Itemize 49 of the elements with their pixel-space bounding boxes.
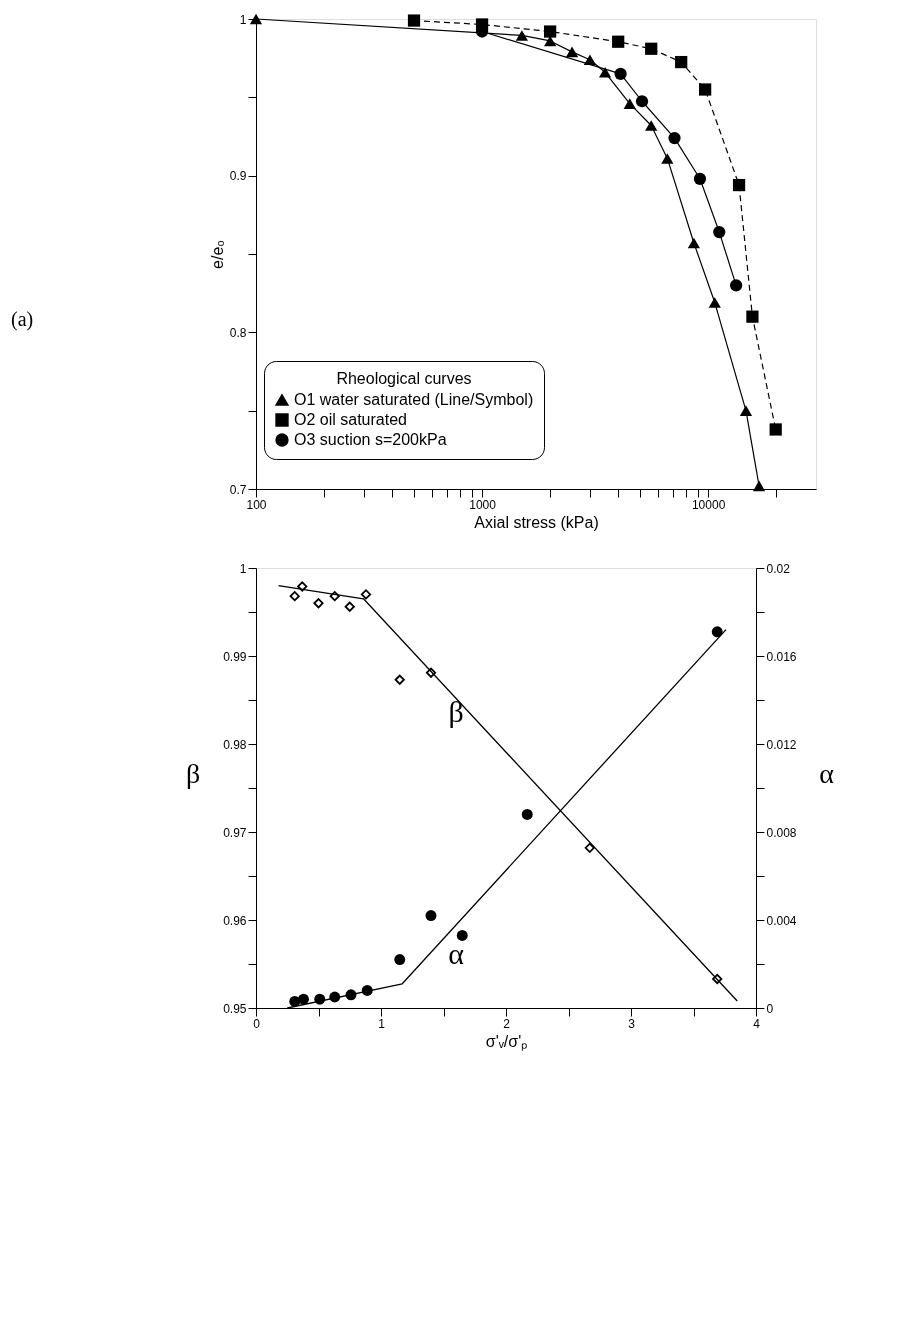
annotation: α [448, 937, 465, 971]
y2-tick-label: 0 [766, 1001, 774, 1016]
y-tick-label: 0.97 [223, 825, 247, 840]
legend-title: Rheological curves [336, 370, 472, 387]
x-axis-title: Axial stress (kPa) [474, 513, 599, 531]
y-axis-title: β [186, 757, 201, 789]
y-tick-label: 0.95 [223, 1001, 247, 1016]
annotation: β [448, 695, 464, 729]
y-tick-label: 1 [239, 561, 247, 576]
legend-label: O3 suction s=200kPa [294, 431, 447, 448]
y2-tick-label: 0.012 [766, 737, 797, 752]
y2-tick-label: 0.02 [766, 561, 791, 576]
point [298, 993, 309, 1005]
y2-tick-label: 0.004 [766, 913, 797, 928]
y-tick-label: 0.98 [223, 737, 247, 752]
x-tick-label: 1 [378, 1016, 386, 1031]
point [584, 842, 595, 853]
y2-tick-label: 0.016 [766, 649, 797, 664]
y-tick-label: 1 [239, 12, 247, 27]
legend-label: O2 oil saturated [294, 411, 407, 428]
x-tick-label: 1000 [469, 497, 497, 512]
x-tick-label: 10000 [691, 497, 726, 512]
point [313, 598, 324, 609]
point [289, 591, 300, 602]
y-tick-label: 0.7 [229, 482, 247, 497]
x-tick-label: 4 [753, 1016, 761, 1031]
point [394, 674, 405, 685]
point [521, 808, 533, 820]
text: (a) [11, 307, 34, 331]
point [456, 929, 468, 941]
y-tick-label: 0.96 [223, 913, 247, 928]
point [711, 626, 723, 638]
y-axis-title: e/e₀ [208, 240, 226, 269]
y-tick-label: 0.99 [223, 649, 247, 664]
point [394, 954, 406, 966]
x-axis-title: σ'ᵥ/σ'ₚ [485, 1032, 528, 1051]
y2-axis-title: α [819, 757, 835, 789]
y-tick-label: 0.9 [229, 169, 247, 184]
x-tick-label: 100 [246, 497, 267, 512]
y-tick-label: 0.8 [229, 325, 247, 340]
y2-tick-label: 0.008 [766, 825, 797, 840]
x-tick-label: 0 [253, 1016, 261, 1031]
legend-label: O1 water saturated (Line/Symbol) [294, 391, 534, 408]
point [425, 910, 437, 922]
point [297, 581, 308, 592]
point [360, 589, 372, 600]
x-tick-label: 3 [628, 1016, 636, 1031]
x-tick-label: 2 [503, 1016, 511, 1031]
point [344, 601, 355, 612]
